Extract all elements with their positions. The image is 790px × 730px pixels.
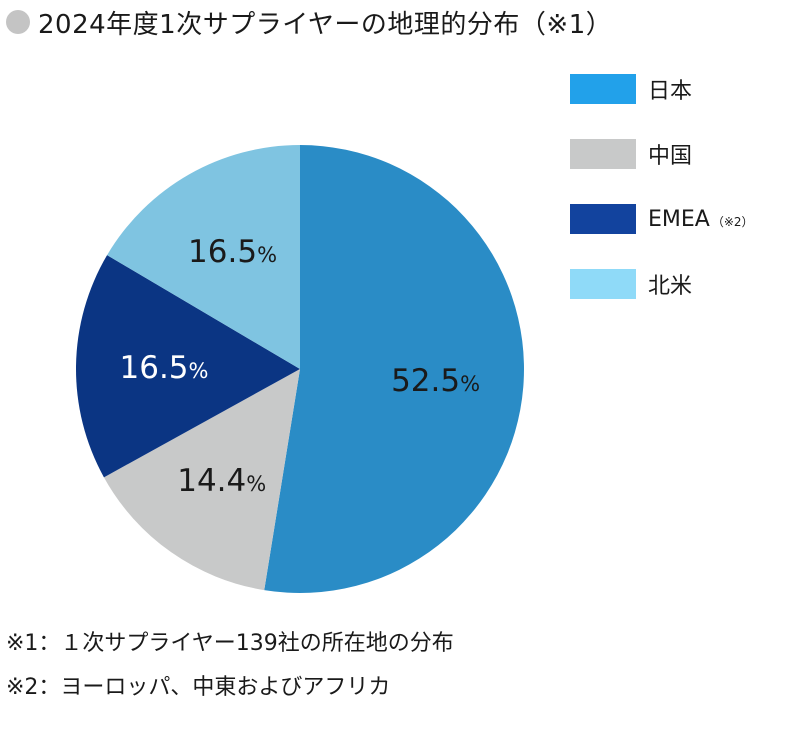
footnote-2: ※2：ヨーロッパ、中東およびアフリカ bbox=[6, 675, 391, 700]
data-label-japan: 52.5% bbox=[391, 363, 480, 399]
legend-swatch bbox=[570, 74, 636, 104]
legend-swatch bbox=[570, 269, 636, 299]
legend-label-text: 中国 bbox=[648, 144, 693, 169]
footnote-1: ※1：１次サプライヤー139社の所在地の分布 bbox=[6, 631, 454, 656]
footnotes: ※1：１次サプライヤー139社の所在地の分布 ※2：ヨーロッパ、中東およびアフリ… bbox=[6, 622, 454, 710]
legend-swatch bbox=[570, 139, 636, 169]
pie-slice-emea bbox=[75, 255, 300, 478]
legend-swatch bbox=[570, 204, 636, 234]
legend-label: 日本 bbox=[648, 73, 694, 105]
pie-slice-china bbox=[103, 369, 300, 591]
legend-item-emea: EMEA （※2） bbox=[570, 204, 754, 234]
legend-note: （※2） bbox=[711, 214, 754, 229]
title-row: 2024年度1次サプライヤーの地理的分布（※1） bbox=[6, 2, 612, 42]
legend-item-china: 中国 bbox=[570, 139, 754, 169]
legend-item-north-america: 北米 bbox=[570, 269, 754, 299]
data-label-north-america: 16.5% bbox=[188, 234, 277, 270]
legend-label-text: 北米 bbox=[648, 274, 693, 299]
legend-label: 北米 bbox=[648, 268, 694, 300]
bullet-icon bbox=[6, 10, 30, 34]
data-label-china: 14.4% bbox=[177, 463, 266, 499]
legend-item-japan: 日本 bbox=[570, 74, 754, 104]
legend-label: EMEA （※2） bbox=[648, 207, 754, 232]
legend: 日本 中国 EMEA （※2） 北米 bbox=[570, 74, 754, 334]
pie-slice-japan bbox=[264, 145, 524, 593]
chart-title: 2024年度1次サプライヤーの地理的分布（※1） bbox=[38, 9, 613, 40]
legend-label: 中国 bbox=[648, 138, 694, 170]
legend-label-text: EMEA bbox=[648, 206, 710, 232]
data-label-emea: 16.5% bbox=[120, 350, 209, 386]
pie-slice-north-america bbox=[107, 145, 300, 369]
legend-label-text: 日本 bbox=[648, 79, 693, 104]
